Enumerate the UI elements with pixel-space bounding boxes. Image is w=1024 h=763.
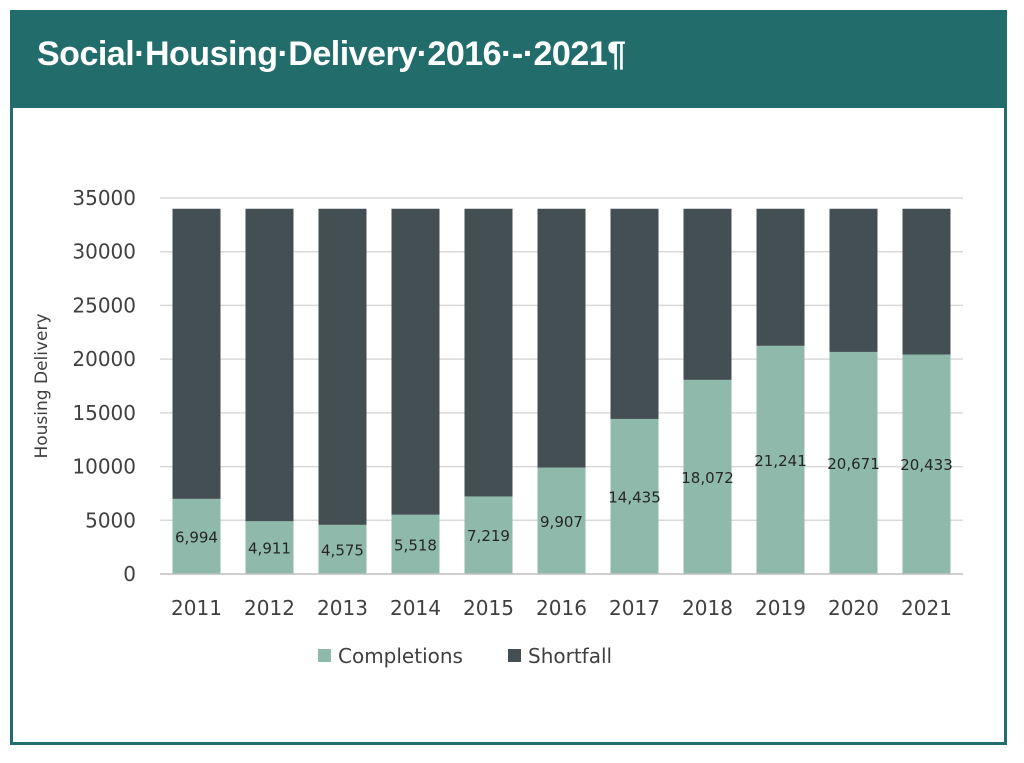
x-tick-label: 2012 bbox=[244, 596, 295, 620]
bar-shortfall-2018 bbox=[683, 208, 732, 380]
bar-shortfall-2019 bbox=[756, 208, 805, 346]
bar-shortfall-2014 bbox=[391, 208, 440, 515]
data-labels: 6,994 4,911 4,575 5,518 7,219 9,907 14,435 18,0… bbox=[175, 452, 953, 560]
y-axis-ticks: 0 5000 10000 15000 20000 25000 30000 35000 bbox=[72, 186, 136, 586]
bars bbox=[172, 208, 951, 574]
legend-label-shortfall: Shortfall bbox=[528, 644, 612, 668]
chart-title: Social·Housing·Delivery·2016·-·2021¶ bbox=[37, 35, 626, 73]
bar-shortfall-2016 bbox=[537, 208, 586, 468]
data-label-completions-2021: 20,433 bbox=[900, 456, 953, 474]
x-tick-label: 2015 bbox=[463, 596, 514, 620]
x-tick-label: 2013 bbox=[317, 596, 368, 620]
bar-shortfall-2021 bbox=[902, 208, 951, 355]
y-tick-label: 0 bbox=[123, 562, 136, 586]
bar-completions-2013 bbox=[318, 524, 367, 574]
data-label-completions-2012: 4,911 bbox=[248, 540, 291, 558]
y-tick-label: 25000 bbox=[72, 293, 136, 317]
x-tick-label: 2020 bbox=[828, 596, 879, 620]
data-label-completions-2011: 6,994 bbox=[175, 528, 218, 546]
bar-completions-2021 bbox=[902, 354, 951, 574]
bar-completions-2011 bbox=[172, 498, 221, 574]
data-label-completions-2018: 18,072 bbox=[681, 469, 734, 487]
title-banner: Social·Housing·Delivery·2016·-·2021¶ bbox=[13, 13, 1004, 108]
bar-completions-2015 bbox=[464, 496, 513, 574]
bar-completions-2014 bbox=[391, 514, 440, 574]
y-tick-label: 30000 bbox=[72, 240, 136, 264]
legend-swatch-shortfall bbox=[508, 649, 521, 662]
x-tick-label: 2019 bbox=[755, 596, 806, 620]
y-tick-label: 10000 bbox=[72, 455, 136, 479]
data-label-completions-2016: 9,907 bbox=[540, 513, 583, 531]
data-label-completions-2013: 4,575 bbox=[321, 541, 364, 559]
bar-shortfall-2011 bbox=[172, 208, 221, 499]
bar-completions-2016 bbox=[537, 467, 586, 574]
y-tick-label: 15000 bbox=[72, 401, 136, 425]
data-label-completions-2014: 5,518 bbox=[394, 536, 437, 554]
x-tick-label: 2021 bbox=[901, 596, 952, 620]
legend-swatch-completions bbox=[318, 649, 331, 662]
bar-completions-2020 bbox=[829, 351, 878, 574]
x-tick-label: 2018 bbox=[682, 596, 733, 620]
data-label-completions-2015: 7,219 bbox=[467, 527, 510, 545]
bar-shortfall-2017 bbox=[610, 208, 659, 419]
legend-label-completions: Completions bbox=[338, 644, 463, 668]
data-label-completions-2017: 14,435 bbox=[608, 488, 661, 506]
bar-completions-2018 bbox=[683, 379, 732, 574]
bar-completions-2017 bbox=[610, 418, 659, 574]
y-axis-title: Housing Delivery bbox=[32, 313, 52, 458]
bar-shortfall-2020 bbox=[829, 208, 878, 352]
bar-shortfall-2015 bbox=[464, 208, 513, 497]
x-tick-label: 2014 bbox=[390, 596, 441, 620]
x-axis-ticks: 2011 2012 2013 2014 2015 2016 2017 2018 2019 2020… bbox=[171, 596, 952, 620]
y-tick-label: 35000 bbox=[72, 186, 136, 210]
bar-shortfall-2012 bbox=[245, 208, 294, 522]
y-tick-label: 5000 bbox=[85, 508, 136, 532]
bar-completions-2012 bbox=[245, 521, 294, 574]
x-tick-label: 2016 bbox=[536, 596, 587, 620]
x-tick-label: 2011 bbox=[171, 596, 222, 620]
bar-completions-2019 bbox=[756, 345, 805, 574]
data-label-completions-2019: 21,241 bbox=[754, 452, 807, 470]
x-tick-label: 2017 bbox=[609, 596, 660, 620]
legend: Completions Shortfall bbox=[318, 644, 612, 668]
y-tick-label: 20000 bbox=[72, 347, 136, 371]
bar-shortfall-2013 bbox=[318, 208, 367, 525]
data-label-completions-2020: 20,671 bbox=[827, 455, 880, 473]
